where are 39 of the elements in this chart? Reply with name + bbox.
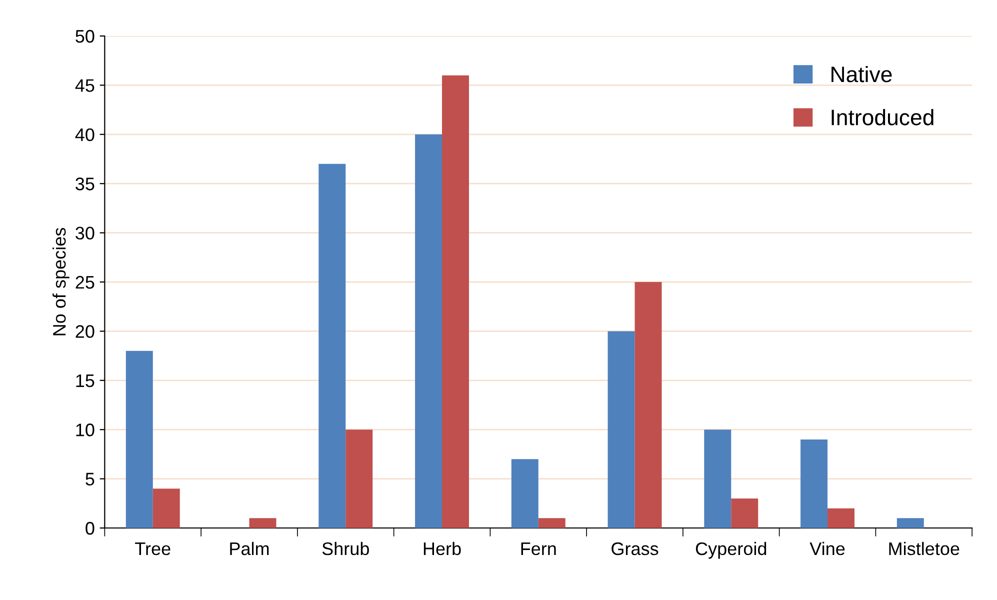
bar (126, 350, 153, 528)
y-tick-label: 35 (76, 178, 94, 190)
x-tick-label: Mistletoe (889, 542, 960, 556)
y-tick-label: 5 (86, 472, 94, 486)
x-tick-label: Cyperoid (696, 542, 766, 559)
bar (415, 134, 442, 528)
bar (800, 439, 828, 528)
bar (442, 75, 469, 528)
bar (896, 518, 924, 528)
y-axis-title: No of species (52, 228, 70, 336)
y-tick-label: 40 (75, 128, 94, 142)
y-tick-label: 30 (76, 226, 94, 240)
bar (318, 164, 346, 528)
y-tick-label: 0 (86, 522, 94, 535)
x-tick-label: Palm (230, 542, 269, 556)
x-tick-label: Fern (521, 542, 556, 556)
y-tick-label: 50 (76, 30, 94, 43)
legend-label: Introduced (832, 109, 934, 126)
bar (608, 331, 635, 528)
y-tick-label: 45 (75, 79, 94, 92)
legend-label: Native (832, 66, 892, 82)
bar (538, 518, 566, 528)
bar (249, 518, 276, 528)
bar (511, 459, 538, 528)
bar (731, 498, 758, 528)
bar (346, 430, 373, 528)
bar (152, 488, 180, 528)
y-tick-label: 10 (76, 424, 94, 436)
y-tick-label: 25 (76, 276, 94, 289)
y-tick-label: 20 (76, 325, 94, 338)
bar (828, 508, 854, 528)
x-tick-label: Tree (135, 542, 170, 556)
bar (704, 430, 732, 528)
x-tick-label: Herb (424, 542, 461, 556)
bar (634, 282, 662, 528)
x-tick-label: Vine (810, 542, 845, 556)
x-tick-label: Grass (612, 542, 658, 556)
y-tick-label: 15 (76, 374, 94, 388)
x-tick-label: Shrub (322, 542, 369, 556)
